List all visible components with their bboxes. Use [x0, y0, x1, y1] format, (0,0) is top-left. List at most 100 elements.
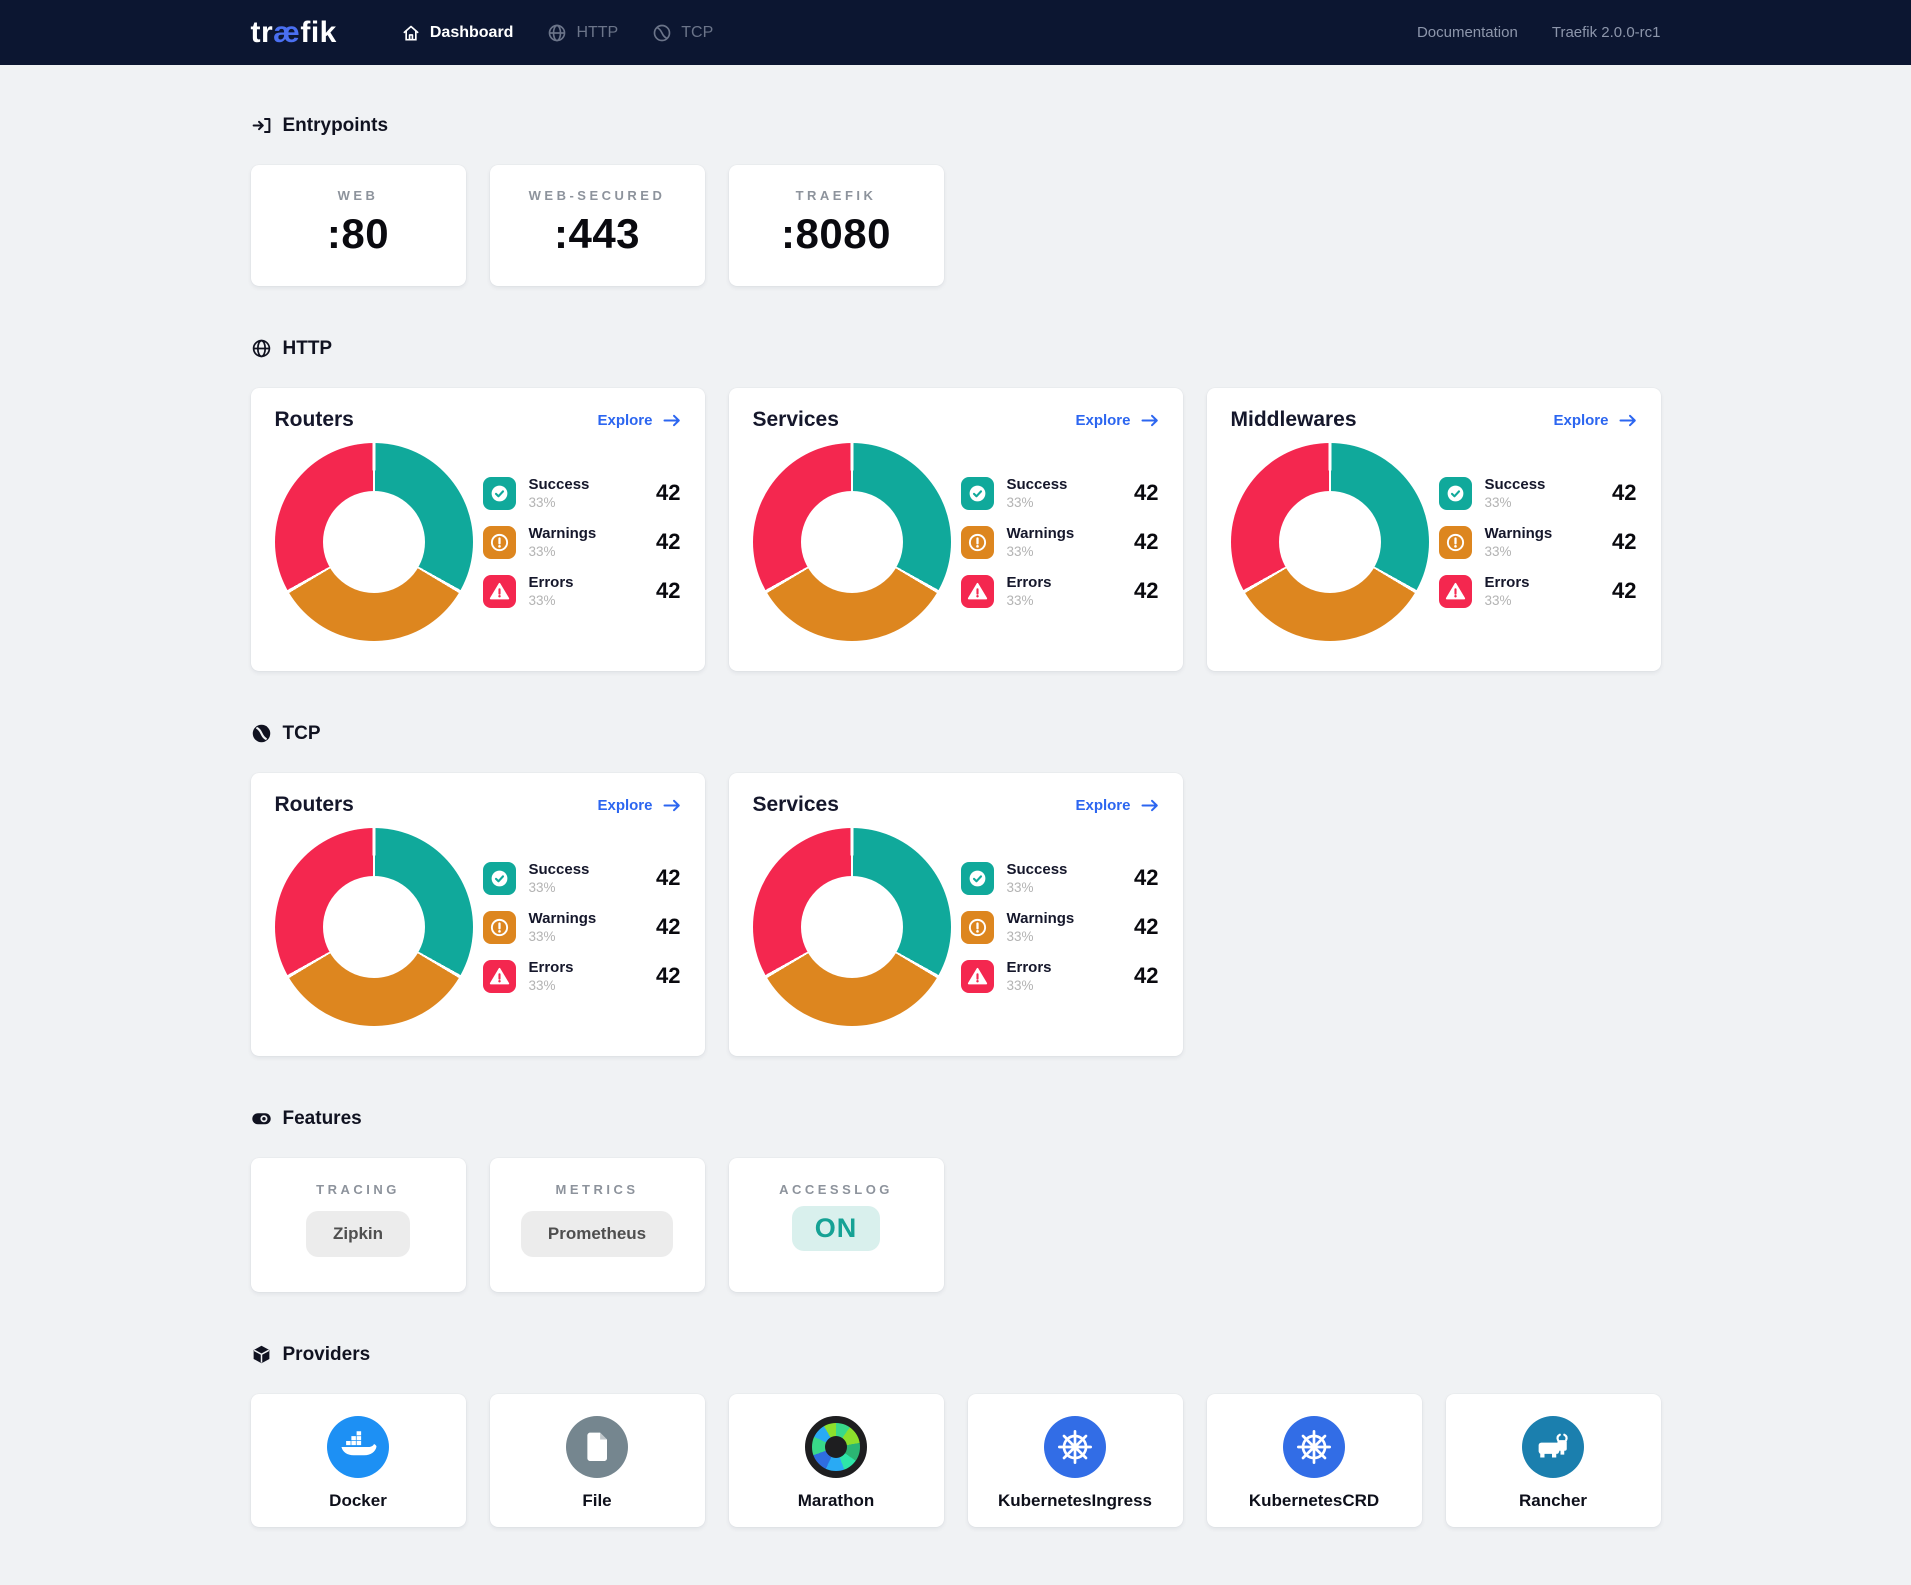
nav-item-dashboard[interactable]: Dashboard: [401, 23, 514, 43]
legend-row-success: Success 33% 42: [1438, 473, 1637, 513]
section-title-entrypoints: Entrypoints: [282, 115, 389, 136]
legend-row-errors: Errors 33% 42: [960, 956, 1159, 996]
provider-card-rancher[interactable]: Rancher: [1445, 1394, 1661, 1527]
legend-value: 42: [1134, 529, 1159, 554]
legend-label: Errors: [528, 573, 574, 591]
legend-row-success: Success 33% 42: [482, 858, 681, 898]
rancher-bull-icon: [1522, 1416, 1584, 1478]
nav-item-http[interactable]: HTTP: [547, 23, 618, 43]
explore-http-routers-link[interactable]: Explore: [597, 412, 680, 429]
legend-percent: 33%: [1006, 977, 1034, 993]
tcp-section-icon: [251, 723, 271, 744]
traefik-logo: træfik: [251, 16, 337, 50]
legend-label: Warnings: [1006, 909, 1075, 927]
logo-text: tr: [250, 15, 274, 49]
legend-row-warnings: Warnings 33% 42: [482, 907, 681, 947]
warning-exclamation-icon: [960, 525, 994, 559]
legend-value: 42: [1612, 480, 1637, 505]
card-title: Routers: [274, 408, 354, 431]
section-title-tcp: TCP: [282, 723, 321, 744]
feature-card-metrics: METRICS Prometheus: [489, 1158, 705, 1292]
legend-percent: 33%: [1006, 543, 1034, 559]
http-middlewares-donut-chart: [1230, 443, 1429, 641]
feature-card-accesslog: ACCESSLOG ON: [728, 1158, 944, 1292]
tcp-routers-donut-chart: [274, 828, 473, 1026]
http-routers-card: Routers Explore Success 33% 42 Warn: [250, 388, 705, 671]
section-title-features: Features: [282, 1108, 362, 1129]
section-features-header: Features: [250, 1104, 1661, 1133]
legend-percent: 33%: [1006, 928, 1034, 944]
explore-http-services-link[interactable]: Explore: [1075, 412, 1158, 429]
error-triangle-icon: [960, 959, 994, 993]
explore-label: Explore: [597, 797, 653, 814]
legend-percent: 33%: [1484, 494, 1512, 510]
nav-label-dashboard: Dashboard: [429, 23, 514, 41]
success-check-icon: [482, 476, 516, 510]
legend-row-warnings: Warnings 33% 42: [482, 522, 681, 562]
entrypoints-icon: [252, 118, 270, 133]
explore-tcp-routers-link[interactable]: Explore: [597, 797, 680, 814]
entrypoint-card-web: WEB :80: [250, 165, 466, 286]
entrypoint-port: :443: [553, 210, 641, 257]
feature-card-tracing: TRACING Zipkin: [250, 1158, 466, 1292]
nav-item-tcp[interactable]: TCP: [652, 23, 713, 43]
logo-ae: æ: [273, 15, 301, 49]
legend-label: Warnings: [1006, 524, 1075, 542]
explore-tcp-services-link[interactable]: Explore: [1075, 797, 1158, 814]
legend-label: Success: [528, 860, 590, 878]
marathon-icon: [805, 1416, 867, 1478]
tcp-services-donut-chart: [752, 828, 951, 1026]
legend-percent: 33%: [528, 543, 556, 559]
provider-card-docker[interactable]: Docker: [250, 1394, 466, 1527]
provider-label: Docker: [329, 1491, 387, 1510]
navbar-right: Documentation Traefik 2.0.0-rc1: [1417, 24, 1661, 41]
legend-row-success: Success 33% 42: [482, 473, 681, 513]
entrypoints-grid: WEB :80 WEB-SECURED :443 TRAEFIK :8080: [250, 165, 1661, 286]
explore-label: Explore: [1075, 797, 1131, 814]
http-routers-donut-chart: [274, 443, 473, 641]
provider-card-kubernetes-ingress[interactable]: KubernetesIngress: [967, 1394, 1183, 1527]
error-triangle-icon: [960, 574, 994, 608]
legend-label: Success: [1006, 475, 1068, 493]
section-http-header: HTTP: [251, 334, 1661, 363]
legend: Success 33% 42 Warnings 33% 42 Errors 33% 4…: [482, 464, 681, 620]
provider-label: File: [582, 1491, 612, 1510]
features-grid: TRACING Zipkin METRICS Prometheus ACCESS…: [250, 1158, 1661, 1292]
section-title-providers: Providers: [282, 1344, 371, 1365]
entrypoint-label: WEB-SECURED: [528, 188, 666, 203]
legend-percent: 33%: [1484, 592, 1512, 608]
legend-row-errors: Errors 33% 42: [1438, 571, 1637, 611]
legend-row-errors: Errors 33% 42: [482, 571, 681, 611]
card-title: Routers: [274, 793, 354, 816]
arrow-right-icon: [663, 414, 680, 427]
logo-text-2: fik: [300, 15, 337, 49]
card-title: Services: [752, 408, 839, 431]
legend-label: Errors: [528, 958, 574, 976]
legend-row-warnings: Warnings 33% 42: [1438, 522, 1637, 562]
arrow-right-icon: [1141, 414, 1158, 427]
provider-label: KubernetesIngress: [998, 1491, 1152, 1510]
tracing-value-badge: Zipkin: [305, 1211, 411, 1257]
legend-percent: 33%: [1006, 592, 1034, 608]
provider-card-file[interactable]: File: [489, 1394, 705, 1527]
explore-http-middlewares-link[interactable]: Explore: [1553, 412, 1636, 429]
explore-label: Explore: [1075, 412, 1131, 429]
legend: Success 33% 42 Warnings 33% 42 Errors 33% 4…: [960, 464, 1159, 620]
documentation-link[interactable]: Documentation: [1416, 24, 1518, 41]
legend-value: 42: [1612, 578, 1637, 603]
legend-value: 42: [656, 480, 681, 505]
legend-label: Warnings: [1484, 524, 1553, 542]
legend-label: Warnings: [528, 909, 597, 927]
providers-cube-icon: [252, 1345, 270, 1364]
success-check-icon: [482, 861, 516, 895]
file-icon: [566, 1416, 628, 1478]
legend-percent: 33%: [1006, 879, 1034, 895]
provider-card-kubernetes-crd[interactable]: KubernetesCRD: [1206, 1394, 1422, 1527]
error-triangle-icon: [482, 959, 516, 993]
section-tcp-header: TCP: [251, 719, 1661, 748]
provider-card-marathon[interactable]: Marathon: [728, 1394, 944, 1527]
tcp-grid: Routers Explore Success 33% 42 Warn: [250, 773, 1661, 1056]
legend: Success 33% 42 Warnings 33% 42 Errors 33% 4…: [960, 849, 1159, 1005]
top-navbar: træfik Dashboard HTTP TCP Documentation …: [0, 0, 1911, 65]
legend-value: 42: [656, 529, 681, 554]
